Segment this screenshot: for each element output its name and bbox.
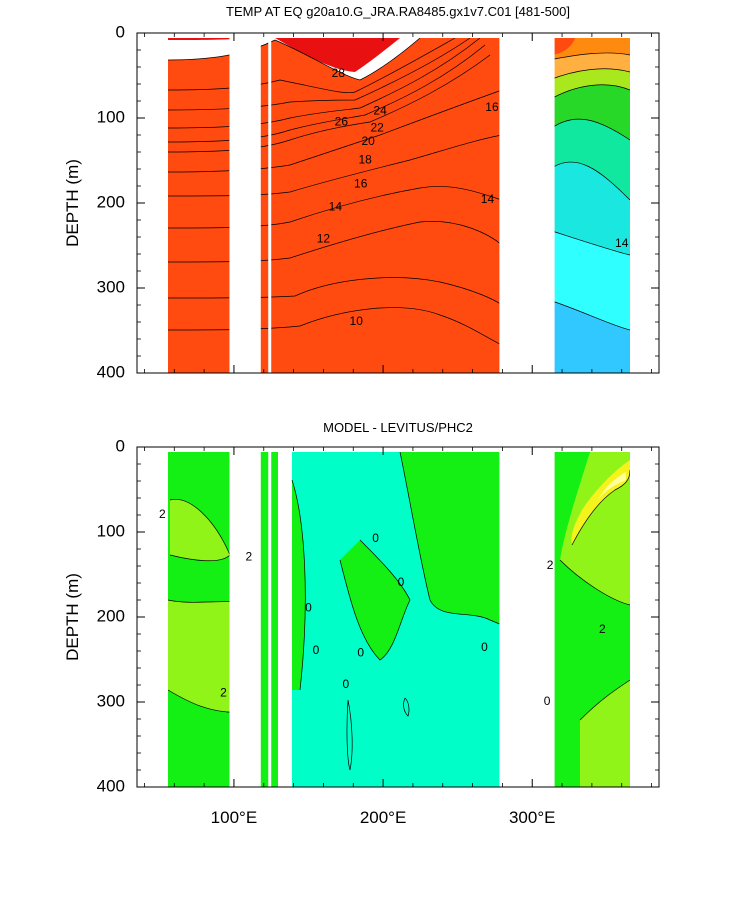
y-tick-label: 0 [116,436,125,455]
band-d0-central-2 [340,540,410,660]
contour-line [548,84,631,101]
band-t28 [168,38,400,72]
band-d4-east [598,472,626,500]
x-tick-label: 200°E [360,808,407,827]
y-tick-label: 400 [97,776,125,795]
y-tick-label: 300 [97,691,125,710]
contour-label: 0 [544,694,551,708]
contour-line [399,451,503,626]
contour-line [571,469,631,546]
east-t14 [549,119,630,200]
y-tick-label: 400 [97,362,125,381]
y-tick-label: 200 [97,192,125,211]
land-gap [268,447,272,787]
top-axes: 0 100 200 300 400 [97,22,659,381]
east-t11 [549,230,630,330]
contour-label: 0 [481,640,488,654]
contour-label: 2 [547,558,554,572]
contour-label: 0 [398,575,405,589]
contour-label: 22 [370,120,384,134]
top-blank-surface [137,33,659,38]
contour-label: 14 [329,199,343,213]
land-gap [499,33,555,373]
contour-label: 0 [357,646,364,660]
band-d2-east-deep [580,680,630,787]
contour-label: 2 [246,550,253,564]
top-land-gaps [229,33,555,373]
band-d0-west-deep [168,690,245,787]
east-t26 [549,38,575,55]
contour-label: 28 [332,66,346,80]
y-tick-label: 100 [97,521,125,540]
bottom-panel-title: MODEL - LEVITUS/PHC2 [323,420,473,435]
land-gap [229,33,261,373]
bottom-contour-labels: 2 2 0 0 0 0 0 0 0 2 2 2 0 [159,507,606,708]
contour-line [548,68,631,81]
top-contour-field [137,33,659,373]
contour-line [548,229,631,256]
y-tick-label: 0 [116,22,125,41]
contour-line [339,539,411,661]
top-panel-ylabel: DEPTH (m) [63,159,82,247]
band-d0-central [400,452,502,625]
land-gap [499,447,555,787]
contour-label: 2 [220,686,227,700]
y-tick-label: 100 [97,107,125,126]
land-gap [229,447,261,787]
contour-line [548,161,631,201]
contour-line [403,697,410,717]
contour-line [579,679,631,721]
bottom-panel: MODEL - LEVITUS/PHC2 DEPTH (m) [63,420,660,827]
contour-label: 10 [350,314,364,328]
bottom-land-gaps [229,447,555,787]
contour-line [167,37,456,93]
contour-label: 14 [481,192,495,206]
east-t12 [549,161,630,255]
contour-line [559,559,631,606]
bottom-blank-surface [137,447,659,452]
east-t10 [549,300,630,373]
contour-label: 0 [372,531,379,545]
y-tick-label: 300 [97,277,125,296]
contour-line [291,479,306,691]
band-d2-west-upper [170,499,230,561]
bottom-contour-lines [167,451,631,771]
contour-line [548,118,631,141]
top-panel-title: TEMP AT EQ g20a10.G_JRA.RA8485.gx1v7.C01… [226,4,570,19]
contour-line [167,37,421,81]
y-tick-label: 200 [97,606,125,625]
land-gap [268,33,272,373]
contour-label: 26 [335,114,349,128]
east-t18 [549,68,630,100]
contour-label: 0 [342,677,349,691]
contour-label: 2 [159,507,166,521]
top-panel: TEMP AT EQ g20a10.G_JRA.RA8485.gx1v7.C01… [63,4,660,381]
bottom-panel-ylabel: DEPTH (m) [63,573,82,661]
contour-label: 16 [485,100,499,114]
bottom-contour-field [137,447,659,787]
contour-label: 20 [361,134,375,148]
contour-label: 14 [615,236,629,250]
contour-line [548,52,631,61]
contour-label: 2 [599,622,606,636]
contour-label: 0 [305,601,312,615]
contour-label: 0 [313,643,320,657]
contour-label: 24 [373,103,387,117]
east-t16 [549,84,630,140]
contour-label: 18 [359,153,373,167]
x-tick-label: 100°E [211,808,258,827]
x-tick-label: 300°E [509,808,556,827]
contour-label: 16 [354,176,368,190]
contour-label: 12 [317,232,331,246]
contour-line [548,299,631,331]
contour-line [346,699,353,771]
